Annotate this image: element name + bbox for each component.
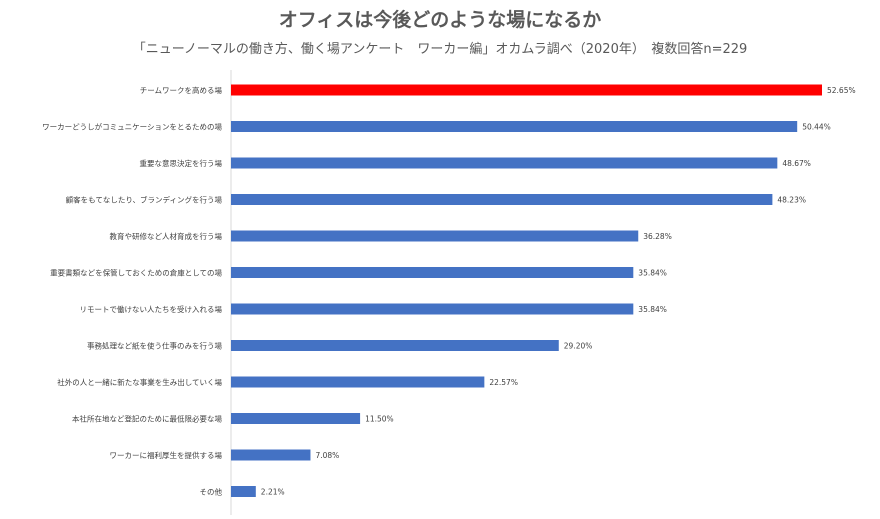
category-label: 事務処理など紙を使う仕事のみを行う場 [87, 341, 222, 351]
bar [231, 230, 639, 242]
bar [231, 340, 559, 351]
bar [231, 121, 798, 132]
chart-title: オフィスは今後どのような場になるか [278, 9, 602, 31]
value-label: 35.84% [638, 269, 667, 278]
category-label: リモートで働けない人たちを受け入れる場 [80, 304, 223, 314]
bar [231, 486, 256, 497]
bar [231, 267, 634, 278]
category-label: 重要な意思決定を行う場 [140, 158, 223, 168]
category-label: 顧客をもてなしたり、ブランディングを行う場 [66, 195, 223, 205]
value-label: 36.28% [643, 232, 672, 241]
category-label: 本社所在地など登記のために最低限必要な場 [72, 414, 222, 424]
category-label: 重要書類などを保管しておくための倉庫としての場 [50, 268, 222, 278]
category-label: ワーカーに福利厚生を提供する場 [110, 450, 223, 460]
category-label: 社外の人と一緒に新たな事業を生み出していく場 [57, 377, 222, 387]
value-label: 50.44% [802, 123, 831, 132]
value-label: 48.23% [777, 196, 806, 205]
bar [231, 303, 634, 315]
bar [231, 376, 485, 388]
value-label: 52.65% [827, 86, 856, 95]
category-label: チームワークを高める場 [140, 85, 223, 95]
value-label: 11.50% [365, 415, 394, 424]
bar [231, 413, 361, 424]
value-label: 48.67% [782, 159, 811, 168]
chart-subtitle: 「ニューノーマルの働き方、働く場アンケート ワーカー編」オカムラ調べ（2020年… [132, 42, 748, 57]
bar [231, 449, 311, 461]
value-label: 29.20% [564, 342, 593, 351]
value-label: 7.08% [315, 451, 339, 460]
bar [231, 157, 778, 169]
value-label: 2.21% [261, 488, 285, 497]
bar [231, 194, 773, 205]
category-label: その他 [200, 487, 223, 497]
category-label: ワーカーどうしがコミュニケーションをとるための場 [42, 122, 222, 132]
value-label: 22.57% [489, 378, 518, 387]
category-label: 教育や研修など人材育成を行う場 [110, 231, 223, 241]
value-label: 35.84% [638, 305, 667, 314]
bar [231, 84, 822, 96]
